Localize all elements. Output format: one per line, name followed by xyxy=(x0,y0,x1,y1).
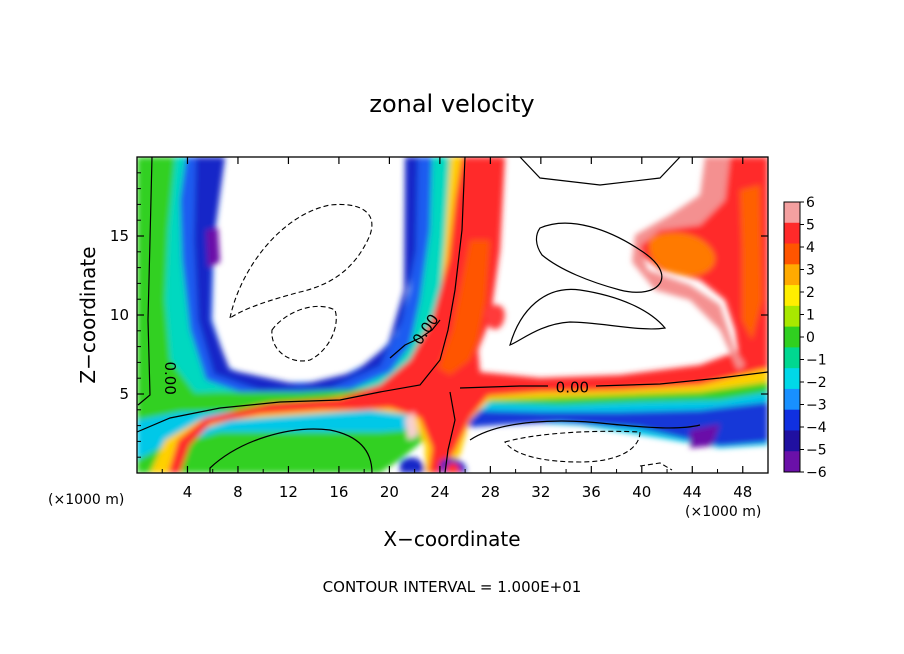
y-tick-label: 15 xyxy=(110,227,129,245)
contour-lines-dashed xyxy=(229,203,673,471)
colorbar-swatch xyxy=(784,202,800,224)
colorbar-swatch xyxy=(784,347,800,369)
velocity-field xyxy=(137,157,768,473)
colorbar-swatch xyxy=(784,243,800,265)
x-tick-label: 28 xyxy=(481,483,500,501)
contour-zero-horizontal xyxy=(459,371,768,389)
x-axis-label: X−coordinate xyxy=(383,527,520,551)
colorbar-swatch xyxy=(784,451,800,473)
colorbar-swatch xyxy=(784,388,800,411)
colorbar-tick-label: −2 xyxy=(806,375,827,391)
x-tick-label: 24 xyxy=(430,483,449,501)
x-tick-label: 40 xyxy=(632,483,651,501)
colorbar-swatch xyxy=(784,430,800,452)
x-tick-label: 44 xyxy=(683,483,702,501)
colorbar-tick-label: −1 xyxy=(806,353,827,369)
contour-label: 0.00 xyxy=(161,361,179,394)
colorbar-swatch xyxy=(784,264,800,286)
colorbar-swatch xyxy=(784,222,800,245)
colorbar-tick-label: 5 xyxy=(806,218,815,234)
contour-right-loop-1 xyxy=(535,222,663,293)
field-right-pink xyxy=(632,157,745,370)
colorbar-tick-label: −6 xyxy=(806,465,827,481)
field-bottom-blue-1 xyxy=(400,457,424,473)
field-left-darkblue xyxy=(194,157,418,390)
contour-interval-note: CONTOUR INTERVAL = 1.000E+01 xyxy=(323,578,582,596)
x-tick-label: 20 xyxy=(380,483,399,501)
field-center-orange xyxy=(438,240,490,375)
contour-lines xyxy=(137,157,768,473)
colorbar-swatch xyxy=(784,326,800,348)
contour-top-right xyxy=(519,157,681,186)
contour-dashed-bottom xyxy=(504,430,641,463)
colorbar-swatch xyxy=(784,368,800,390)
x-unit-right: (×1000 m) xyxy=(685,504,761,520)
contour-zero-left xyxy=(137,157,153,406)
contour-dashed-upper xyxy=(229,203,373,320)
field-right-orange-col xyxy=(740,185,762,340)
field-center-white-streak xyxy=(405,412,418,440)
chart-title: zonal velocity xyxy=(369,90,534,118)
field-lower-purple xyxy=(690,424,720,448)
contour-dashed-lower xyxy=(271,305,337,362)
colorbar-swatch xyxy=(784,409,800,431)
contour-bottom-right xyxy=(469,420,701,441)
plot-area: 0.000.000.00 xyxy=(137,157,768,473)
contour-zero-down xyxy=(444,391,456,473)
contour-label: 0.00 xyxy=(556,378,589,396)
y-tick-label: 10 xyxy=(110,306,129,324)
colorbar-swatch xyxy=(784,305,800,328)
colorbar-tick-label: 0 xyxy=(806,330,815,346)
x-tick-label: 16 xyxy=(329,483,348,501)
field-right-orange xyxy=(649,232,715,276)
colorbar: 6 5 4 3 2 1 0 −1 −2 −3 −4 −5 −6 xyxy=(783,195,827,481)
colorbar-tick-label: 2 xyxy=(806,285,815,301)
colorbar-tick-label: 4 xyxy=(806,240,815,256)
y-tick-label: 5 xyxy=(119,385,129,403)
field-red-blob xyxy=(484,304,505,330)
colorbar-swatch xyxy=(784,285,800,307)
x-tick-label: 8 xyxy=(233,483,243,501)
x-axis: 4 8 12 16 20 24 28 32 36 40 44 48 xyxy=(161,157,752,501)
y-axis: 5 10 15 xyxy=(110,172,768,458)
colorbar-tick-label: −5 xyxy=(806,443,827,459)
contour-dashed-bottom-2 xyxy=(639,462,673,471)
contour-zero-mid xyxy=(389,319,441,359)
contour-right-loop-2 xyxy=(509,288,667,347)
x-tick-label: 12 xyxy=(279,483,298,501)
contour-bottom-left-loop xyxy=(209,428,373,473)
field-bottom-red-dot xyxy=(446,462,460,473)
field-purple-patch xyxy=(206,228,220,268)
y-axis-label: Z−coordinate xyxy=(76,246,100,383)
colorbar-tick-label: −3 xyxy=(806,398,827,414)
colorbar-tick-label: 6 xyxy=(806,195,815,211)
colorbar-tick-label: 3 xyxy=(806,263,815,279)
x-tick-label: 48 xyxy=(733,483,752,501)
x-tick-label: 36 xyxy=(582,483,601,501)
x-tick-label: 32 xyxy=(531,483,550,501)
contour-zero-lower xyxy=(137,157,466,433)
x-unit-left: (×1000 m) xyxy=(48,492,124,508)
x-tick-label: 4 xyxy=(183,483,193,501)
colorbar-tick-label: −4 xyxy=(806,420,827,436)
colorbar-tick-label: 1 xyxy=(806,308,815,324)
